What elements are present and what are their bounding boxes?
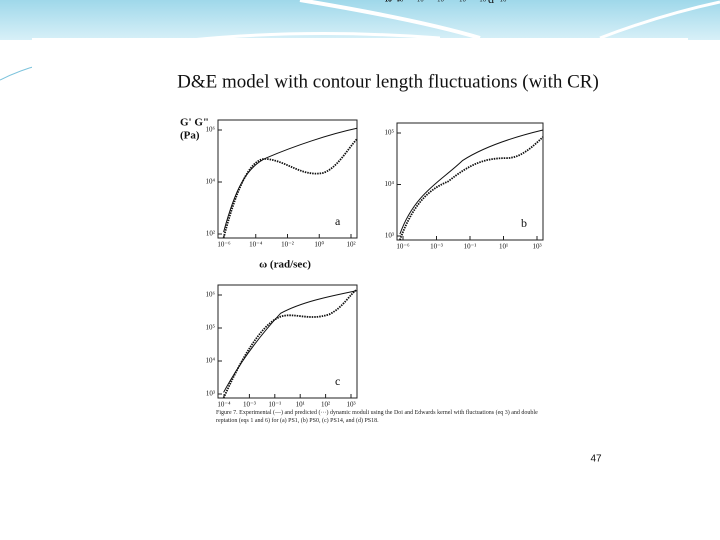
panel-label: b xyxy=(521,216,527,230)
x-tick-label: 10⁻⁶ xyxy=(217,241,231,249)
y-label: G' G" xyxy=(180,117,209,129)
figure-caption: Figure 7. Experimental (—) and predicted… xyxy=(216,410,538,424)
modulus-curve xyxy=(223,127,358,233)
x-tick-label: 10² xyxy=(479,0,488,4)
y-tick-label: 10⁶ xyxy=(206,126,216,134)
y-tick-label: 10⁵ xyxy=(385,129,395,137)
x-tick-label: 10⁻⁴ xyxy=(217,401,231,409)
swoop xyxy=(599,0,720,40)
y-tick-label: 10² xyxy=(385,0,394,4)
y-tick-label: 10⁵ xyxy=(206,324,216,332)
y-tick-label: 10⁴ xyxy=(206,178,216,186)
panel-frame xyxy=(217,284,358,399)
x-tick-label: 10⁻³ xyxy=(417,0,430,4)
x-tick-label: 10¹ xyxy=(459,0,468,4)
x-tick-label: 10⁻¹ xyxy=(437,0,450,4)
y-tick-label: 10⁶ xyxy=(206,291,216,299)
y-tick-label: 10⁴ xyxy=(385,180,395,188)
modulus-curve xyxy=(399,129,544,235)
x-tick-label: 10² xyxy=(321,401,330,409)
modulus-curve xyxy=(222,288,358,399)
x-tick-label: 10¹ xyxy=(499,243,508,251)
y-tick-label: 10² xyxy=(206,230,215,238)
x-tick-label: 10⁻⁴ xyxy=(396,0,410,4)
x-tick-label: 10² xyxy=(346,241,355,249)
panel-label: d xyxy=(488,0,494,6)
x-tick-label: 10³ xyxy=(532,243,541,251)
panel-label: a xyxy=(335,214,341,228)
modulus-curve xyxy=(222,138,358,239)
y-tick-label: 10³ xyxy=(385,232,394,240)
x-tick-label: 10⁰ xyxy=(314,241,324,249)
y-unit: (Pa) xyxy=(180,130,200,142)
y-tick-label: 10³ xyxy=(385,0,394,4)
swoop xyxy=(299,0,481,40)
y-tick-label: 10⁴ xyxy=(385,0,395,4)
x-tick-label: 10³ xyxy=(499,0,508,4)
modulus-curve xyxy=(399,136,544,241)
x-tick-label: 10⁻⁶ xyxy=(396,243,410,251)
y-tick-label: 10⁴ xyxy=(206,357,216,365)
x-tick-label: 10⁻² xyxy=(281,241,294,249)
x-tick-label: 10⁻⁴ xyxy=(249,241,263,249)
x-tick-label: 10⁻³ xyxy=(243,401,256,409)
y-tick-label: 10³ xyxy=(206,390,215,398)
y-tick-label: 10⁵ xyxy=(385,0,395,4)
content-area xyxy=(32,38,688,500)
x-tick-label: 10¹ xyxy=(296,401,305,409)
x-label: ω (rad/sec) xyxy=(259,259,311,271)
x-tick-label: 10⁻¹ xyxy=(268,401,281,409)
page-number: 47 xyxy=(590,454,602,465)
x-tick-label: 10⁻³ xyxy=(430,243,443,251)
x-tick-label: 10⁻¹ xyxy=(464,243,477,251)
slide-title: D&E model with contour length fluctuatio… xyxy=(177,71,599,92)
panel-label: c xyxy=(335,374,340,388)
x-tick-label: 10³ xyxy=(346,401,355,409)
